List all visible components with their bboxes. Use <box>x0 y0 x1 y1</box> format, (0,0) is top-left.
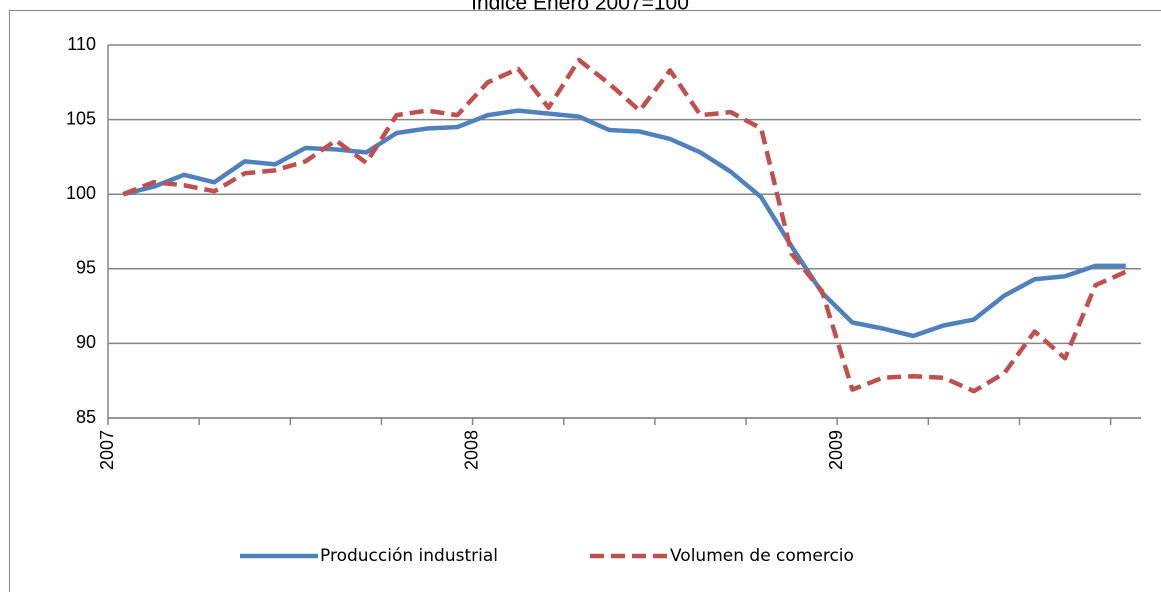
series-line <box>122 108 1126 339</box>
y-tick-label: 90 <box>76 332 96 352</box>
x-tick-label: 2009 <box>826 430 846 470</box>
chart-border <box>9 10 1161 592</box>
y-tick-label: 100 <box>66 183 96 203</box>
y-tick-label: 95 <box>76 258 96 278</box>
legend-label: Producción industrial <box>320 546 498 566</box>
y-tick-label: 110 <box>67 34 96 54</box>
y-tick-label: 85 <box>76 407 96 427</box>
x-tick-label: 2008 <box>461 430 481 470</box>
legend-label: Volumen de comercio <box>670 546 854 566</box>
chart-title: Índice Enero 2007=100 <box>471 0 689 15</box>
y-tick-label: 105 <box>66 108 96 128</box>
x-tick-label: 2007 <box>97 430 117 470</box>
series-line <box>122 57 1127 394</box>
